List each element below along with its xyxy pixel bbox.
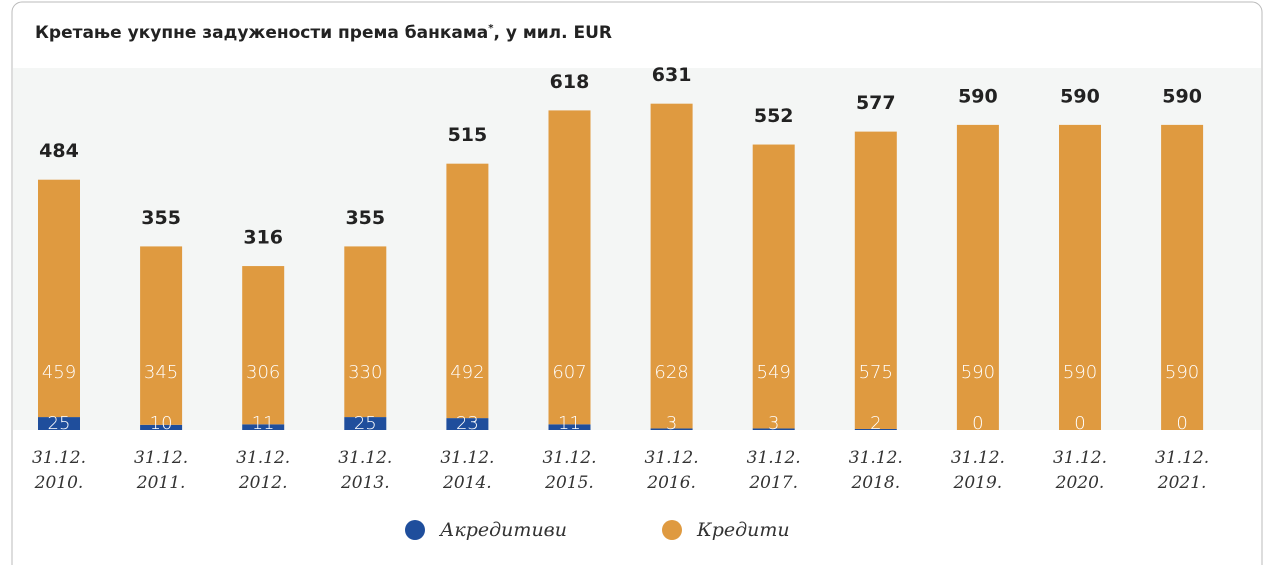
segment-label: 25 (48, 413, 71, 434)
bar-segment (446, 418, 489, 430)
segment-label: 23 (456, 413, 479, 434)
segment-label: 25 (354, 413, 377, 434)
x-tick-label: 31.12. 2016. (644, 448, 699, 493)
segment-label: 10 (150, 413, 173, 434)
bar-segment (140, 424, 183, 430)
segment-label: 0 (972, 413, 983, 434)
segment-label: 306 (246, 362, 280, 383)
segment-label: 590 (961, 362, 995, 383)
segment-label: 492 (450, 362, 484, 383)
bar-segment (140, 246, 183, 425)
bar-segment (752, 428, 795, 430)
segment-label: 2 (870, 413, 881, 434)
total-label: 590 (1162, 85, 1202, 107)
title-note: * (488, 23, 494, 34)
total-label: 484 (39, 140, 79, 162)
x-tick-label: 31.12. 2019. (950, 448, 1005, 493)
total-label: 316 (243, 227, 283, 249)
total-label: 355 (141, 207, 181, 229)
title-main: Кретање укупне задужености према банкама (35, 23, 488, 43)
segment-label: 3 (768, 413, 779, 434)
bar-segment (752, 144, 795, 429)
chart-title: Кретање укупне задужености према банкама… (35, 23, 612, 43)
total-label: 577 (856, 92, 896, 114)
segment-label: 459 (42, 362, 76, 383)
segment-label: 575 (859, 362, 893, 383)
x-tick-label: 31.12. 2015. (542, 448, 597, 493)
segment-label: 549 (757, 362, 791, 383)
total-label: 590 (958, 85, 998, 107)
legend-label: Акредитиви (438, 519, 567, 541)
segment-label: 590 (1063, 362, 1097, 383)
bar-segment (854, 428, 897, 430)
bar-segment (344, 246, 387, 418)
x-tick-label: 31.12. 2020. (1052, 448, 1108, 493)
bar-segment (242, 266, 285, 425)
bar-segment (548, 424, 591, 430)
total-label: 515 (448, 124, 488, 146)
x-tick-label: 31.12. 2014. (440, 448, 495, 493)
segment-label: 607 (552, 362, 586, 383)
x-tick-label: 31.12. 2017. (746, 448, 801, 493)
x-tick-label: 31.12. 2021. (1155, 448, 1210, 493)
x-tick-label: 31.12. 2012. (236, 448, 291, 493)
bar-segment (1161, 124, 1204, 430)
x-tick-label: 31.12. 2010. (31, 448, 87, 493)
total-label: 631 (652, 64, 692, 86)
bar-segment (1059, 124, 1101, 430)
bar-segment (242, 424, 285, 430)
x-tick-label: 31.12. 2011. (134, 448, 189, 493)
segment-label: 590 (1165, 362, 1199, 383)
legend-swatch (662, 520, 682, 540)
legend-swatch (405, 520, 425, 540)
segment-label: 11 (558, 413, 581, 434)
bar-segment (38, 417, 80, 430)
segment-label: 0 (1074, 413, 1085, 434)
bar-segment (38, 179, 80, 418)
legend-label: Кредити (696, 519, 790, 541)
title-rest: , у мил. EUR (493, 23, 612, 43)
segment-label: 345 (144, 362, 178, 383)
total-label: 618 (550, 71, 590, 93)
x-tick-label: 31.12. 2013. (338, 448, 393, 493)
bar-segment (548, 110, 591, 425)
total-label: 590 (1060, 85, 1100, 107)
segment-label: 628 (654, 362, 688, 383)
bar-segment (650, 428, 693, 430)
total-label: 355 (345, 207, 385, 229)
segment-label: 330 (348, 362, 382, 383)
segment-label: 3 (666, 413, 677, 434)
bar-segment (854, 131, 897, 429)
segment-label: 0 (1176, 413, 1187, 434)
x-tick-label: 31.12. 2018. (848, 448, 903, 493)
bar-segment (650, 103, 693, 429)
plot-band (13, 68, 1261, 430)
bar-segment (956, 124, 999, 430)
bar-segment (344, 417, 387, 430)
bar-segment (446, 163, 489, 419)
segment-label: 11 (252, 413, 275, 434)
total-label: 552 (754, 105, 794, 127)
